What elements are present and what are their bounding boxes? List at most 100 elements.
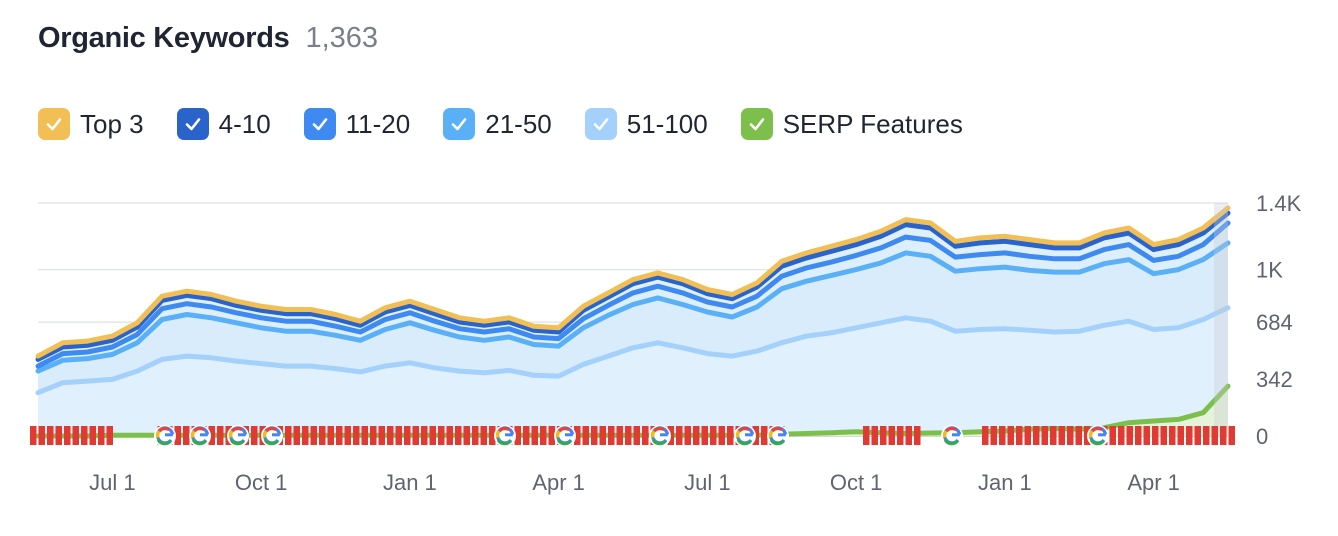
event-marker[interactable] — [353, 426, 360, 445]
event-marker[interactable] — [336, 426, 343, 445]
event-marker[interactable] — [217, 426, 224, 445]
legend-item-serp-features[interactable]: SERP Features — [740, 108, 963, 140]
legend-item-51-100[interactable]: 51-100 — [584, 108, 708, 140]
event-marker[interactable] — [1152, 426, 1159, 445]
line-21-50[interactable] — [35, 240, 1231, 374]
event-marker[interactable] — [718, 426, 726, 445]
event-marker[interactable] — [421, 426, 428, 445]
event-marker[interactable] — [701, 426, 709, 445]
event-marker[interactable] — [914, 426, 921, 445]
event-markers[interactable] — [30, 425, 1235, 447]
event-marker[interactable] — [727, 426, 734, 445]
legend-item-top-3[interactable]: Top 3 — [38, 108, 144, 140]
check-icon[interactable] — [584, 108, 617, 140]
event-marker[interactable] — [412, 426, 420, 445]
check-icon[interactable] — [740, 108, 773, 140]
event-marker[interactable] — [310, 426, 318, 445]
event-marker[interactable] — [1058, 426, 1066, 445]
event-marker[interactable] — [990, 426, 998, 445]
event-marker[interactable] — [1194, 426, 1202, 445]
google-update-icon[interactable] — [261, 425, 283, 447]
event-marker[interactable] — [463, 426, 471, 445]
event-marker[interactable] — [293, 426, 301, 445]
legend-item-4-10[interactable]: 4-10 — [176, 108, 271, 140]
event-marker[interactable] — [1160, 426, 1168, 445]
event-marker[interactable] — [1024, 426, 1032, 445]
event-marker[interactable] — [540, 426, 547, 445]
event-marker[interactable] — [47, 426, 54, 445]
event-marker[interactable] — [574, 426, 581, 445]
event-marker[interactable] — [446, 426, 454, 445]
event-marker[interactable] — [642, 426, 649, 445]
event-marker[interactable] — [1126, 426, 1134, 445]
event-marker[interactable] — [1041, 426, 1049, 445]
event-marker[interactable] — [548, 426, 556, 445]
google-update-icon[interactable] — [734, 425, 756, 447]
event-marker[interactable] — [871, 426, 879, 445]
check-icon[interactable] — [38, 108, 70, 140]
event-marker[interactable] — [880, 426, 887, 445]
event-marker[interactable] — [905, 426, 913, 445]
event-marker[interactable] — [285, 426, 292, 445]
event-marker[interactable] — [319, 426, 326, 445]
event-marker[interactable] — [531, 426, 539, 445]
event-marker[interactable] — [81, 426, 88, 445]
event-marker[interactable] — [608, 426, 615, 445]
event-marker[interactable] — [1177, 426, 1185, 445]
event-marker[interactable] — [1186, 426, 1193, 445]
event-marker[interactable] — [888, 426, 896, 445]
event-marker[interactable] — [64, 426, 71, 445]
event-marker[interactable] — [982, 426, 989, 445]
event-marker[interactable] — [1203, 426, 1210, 445]
event-marker[interactable] — [370, 426, 377, 445]
event-marker[interactable] — [361, 426, 369, 445]
event-marker[interactable] — [183, 426, 190, 445]
event-marker[interactable] — [480, 426, 488, 445]
event-marker[interactable] — [472, 426, 479, 445]
event-marker[interactable] — [98, 426, 105, 445]
event-marker[interactable] — [897, 426, 904, 445]
event-marker[interactable] — [387, 426, 394, 445]
event-marker[interactable] — [1220, 426, 1227, 445]
event-marker[interactable] — [1033, 426, 1040, 445]
event-marker[interactable] — [106, 426, 114, 445]
event-marker[interactable] — [38, 426, 46, 445]
line-11-20[interactable] — [35, 220, 1231, 369]
event-marker[interactable] — [1075, 426, 1083, 445]
line-51-100[interactable] — [35, 305, 1231, 396]
check-icon[interactable] — [176, 108, 209, 140]
check-icon[interactable] — [443, 108, 476, 140]
event-marker[interactable] — [514, 426, 522, 445]
event-marker[interactable] — [676, 426, 683, 445]
event-marker[interactable] — [1169, 426, 1176, 445]
google-update-icon[interactable] — [494, 425, 516, 447]
legend-item-21-50[interactable]: 21-50 — [443, 108, 552, 140]
event-marker[interactable] — [344, 426, 352, 445]
event-marker[interactable] — [72, 426, 80, 445]
event-marker[interactable] — [489, 426, 496, 445]
google-update-icon[interactable] — [941, 425, 963, 447]
event-marker[interactable] — [1067, 426, 1074, 445]
event-marker[interactable] — [302, 426, 309, 445]
google-update-icon[interactable] — [649, 425, 671, 447]
event-marker[interactable] — [599, 426, 607, 445]
event-marker[interactable] — [251, 426, 258, 445]
event-marker[interactable] — [523, 426, 530, 445]
event-marker[interactable] — [55, 426, 63, 445]
google-update-icon[interactable] — [227, 425, 249, 447]
event-marker[interactable] — [999, 426, 1006, 445]
event-marker[interactable] — [710, 426, 717, 445]
event-marker[interactable] — [1118, 426, 1125, 445]
google-update-icon[interactable] — [189, 425, 211, 447]
event-marker[interactable] — [1135, 426, 1142, 445]
line-top-3[interactable] — [35, 205, 1231, 359]
event-marker[interactable] — [1016, 426, 1023, 445]
event-marker[interactable] — [395, 426, 403, 445]
check-icon[interactable] — [303, 108, 336, 140]
legend-item-11-20[interactable]: 11-20 — [303, 108, 410, 140]
event-marker[interactable] — [30, 426, 37, 445]
event-marker[interactable] — [1211, 426, 1219, 445]
event-marker[interactable] — [174, 426, 182, 445]
event-marker[interactable] — [404, 426, 411, 445]
google-update-icon[interactable] — [1087, 425, 1109, 447]
